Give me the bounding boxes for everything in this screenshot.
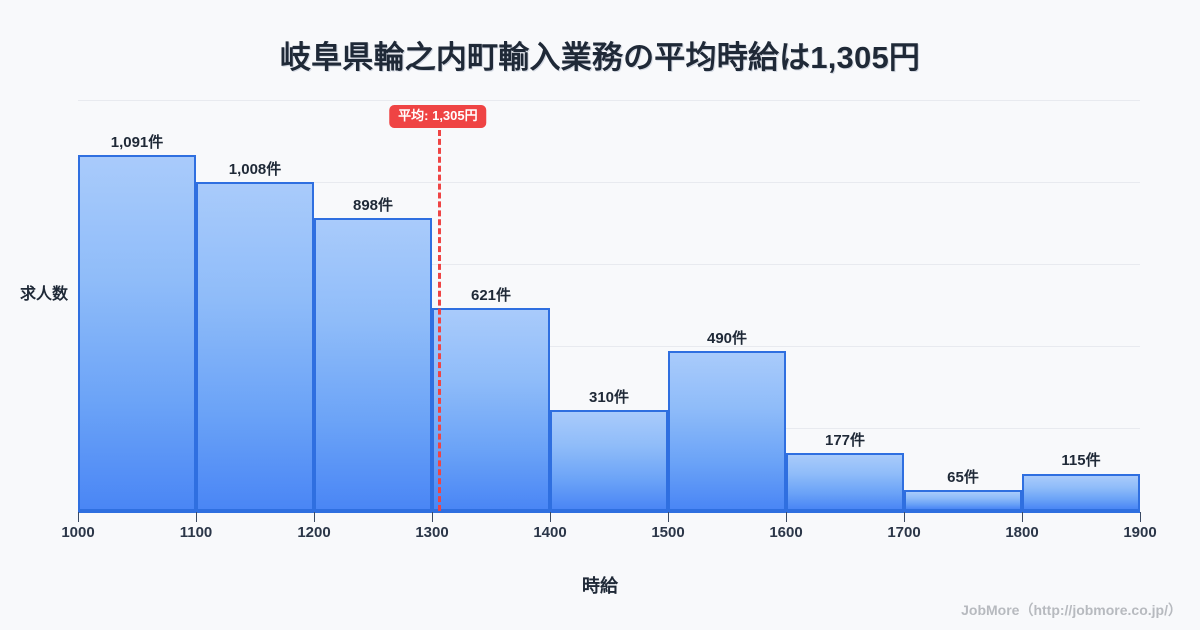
x-tick-label: 1800	[1005, 524, 1039, 541]
x-tick-label: 1700	[887, 524, 921, 541]
x-tick-label: 1300	[415, 524, 449, 541]
x-tick-mark	[196, 512, 197, 522]
gridline	[78, 346, 1140, 347]
bar	[1022, 473, 1140, 511]
x-axis-line	[78, 511, 1140, 513]
x-tick-mark	[550, 512, 551, 522]
bar	[78, 155, 196, 511]
bar	[668, 351, 786, 511]
bar	[432, 308, 550, 511]
bar-value-label: 621件	[470, 287, 512, 305]
bars-layer	[78, 100, 1140, 511]
bar	[904, 489, 1022, 511]
bar-value-label: 1,091件	[110, 134, 164, 152]
x-tick-mark	[786, 512, 787, 522]
x-tick-mark	[904, 512, 905, 522]
x-tick-label: 1500	[651, 524, 685, 541]
x-tick-label: 1200	[297, 524, 331, 541]
x-tick-mark	[1140, 512, 1141, 522]
bar-value-label: 898件	[352, 197, 394, 215]
x-tick-label: 1600	[769, 524, 803, 541]
bar	[196, 182, 314, 511]
bar-value-label: 490件	[706, 330, 748, 348]
x-tick-label: 1400	[533, 524, 567, 541]
x-tick-label: 1000	[61, 524, 95, 541]
x-tick-mark	[78, 512, 79, 522]
x-axis-title: 時給	[582, 576, 618, 596]
bar-value-label: 177件	[824, 432, 866, 450]
x-tick-mark	[432, 512, 433, 522]
average-badge: 平均: 1,305円	[389, 105, 487, 129]
gridline	[78, 100, 1140, 101]
x-tick-label: 1900	[1123, 524, 1157, 541]
gridline	[78, 264, 1140, 265]
x-tick-mark	[668, 512, 669, 522]
plot-area	[78, 100, 1140, 511]
bar-value-label: 1,008件	[228, 161, 282, 179]
bar	[550, 409, 668, 511]
gridline	[78, 182, 1140, 183]
bar-value-label: 310件	[588, 388, 630, 406]
x-tick-mark	[1022, 512, 1023, 522]
x-tick-mark	[314, 512, 315, 522]
chart-title: 岐阜県輪之内町輸入業務の平均時給は1,305円	[279, 40, 921, 75]
bar	[786, 453, 904, 511]
footer-credit: JobMore（http://jobmore.co.jp/）	[961, 602, 1182, 618]
x-tick-label: 1100	[179, 524, 213, 541]
bar-value-label: 65件	[947, 468, 979, 486]
average-line	[437, 130, 441, 511]
bar	[314, 218, 432, 511]
y-axis-title: 求人数	[19, 286, 68, 303]
bar-value-label: 115件	[1061, 452, 1101, 470]
